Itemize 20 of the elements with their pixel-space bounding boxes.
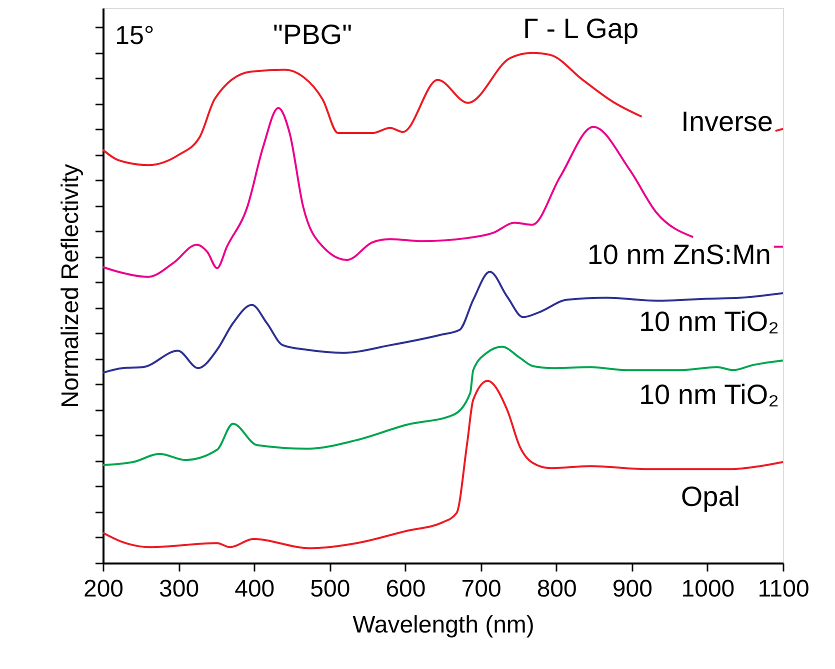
x-axis-title: Wavelength (nm) — [352, 612, 534, 638]
x-tick-label: 800 — [536, 576, 577, 602]
x-tick-label: 200 — [83, 576, 124, 602]
text: Γ - L Gap — [523, 13, 639, 44]
series-label: 10 nm TiO₂ — [638, 379, 779, 410]
text: "PBG" — [273, 19, 352, 50]
x-tick-label: 1000 — [681, 576, 735, 602]
x-tick-label: 1100 — [758, 576, 810, 602]
y-axis-title: Normalized Reflectivity — [56, 164, 84, 408]
x-tick-label: 300 — [159, 576, 200, 602]
series-label: Inverse — [681, 106, 773, 137]
x-tick-label: 500 — [310, 576, 350, 602]
text: 15° — [115, 20, 154, 50]
x-tick-label: 400 — [234, 576, 275, 602]
x-tick-label: 900 — [612, 576, 652, 602]
x-tick-label: 700 — [461, 576, 502, 602]
series-label: Opal — [680, 481, 740, 512]
series-label: 10 nm TiO₂ — [638, 306, 779, 337]
series-label: 10 nm ZnS:Mn — [587, 239, 771, 270]
x-tick-label: 600 — [386, 576, 426, 602]
